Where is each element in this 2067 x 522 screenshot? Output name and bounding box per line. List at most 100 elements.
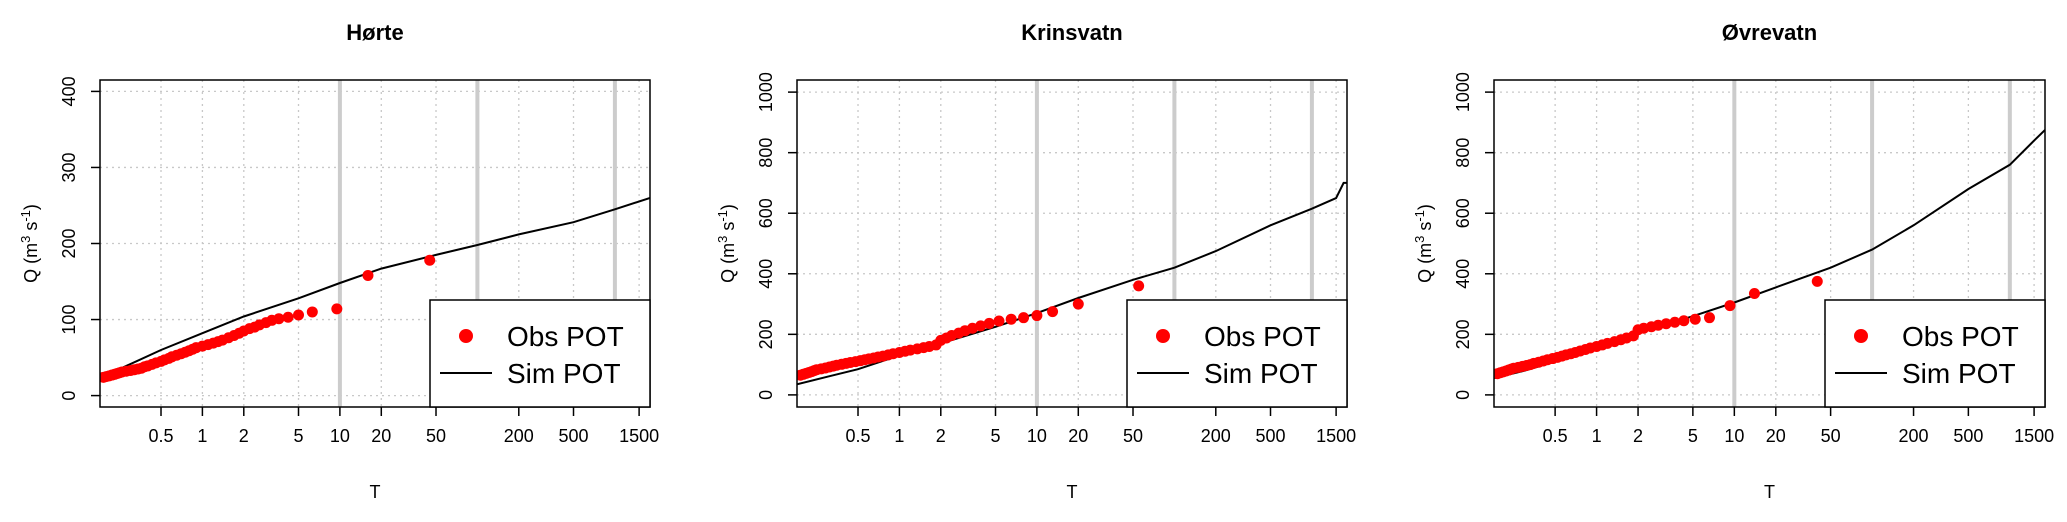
- x-axis-label: T: [370, 482, 381, 502]
- obs-pot-point: [1811, 275, 1823, 287]
- x-tick-label: 2: [239, 426, 249, 446]
- obs-pot-point: [1748, 287, 1760, 299]
- obs-pot-point: [1703, 312, 1715, 324]
- obs-pot-point: [362, 269, 374, 281]
- x-tick-label: 20: [371, 426, 391, 446]
- sim-pot-line: [100, 196, 650, 379]
- obs-pot-point: [1724, 300, 1736, 312]
- panel-2: Krinsvatn 0.5 1 2 5 10 20 50 200 500 1500 0 200 400 60…: [715, 20, 1356, 502]
- y-tick-label: 200: [59, 228, 79, 258]
- obs-pot-point: [983, 317, 995, 329]
- y-axis-label-mid: s: [1415, 222, 1435, 236]
- y-tick-label: 200: [1453, 319, 1473, 349]
- x-tick-label: 500: [558, 426, 588, 446]
- plot-region: [1494, 80, 2045, 407]
- x-tick-label: 1: [197, 426, 207, 446]
- y-tick-label: 1000: [1453, 72, 1473, 112]
- y-tick-label: 0: [756, 390, 776, 400]
- legend-obs-label: Obs POT: [1204, 321, 1321, 352]
- y-tick-label: 400: [59, 76, 79, 106]
- panel-title: Hørte: [346, 20, 403, 45]
- x-axis-label: T: [1764, 482, 1775, 502]
- y-tick-label: 300: [59, 152, 79, 182]
- y-tick-label: 800: [756, 138, 776, 168]
- legend-sim-label: Sim POT: [1902, 358, 2016, 389]
- legend-obs-marker: [1854, 329, 1868, 343]
- y-axis-label-sup2: -1: [18, 210, 33, 222]
- y-axis-label-prefix: Q (m: [21, 243, 41, 283]
- legend: Obs POT Sim POT: [1126, 299, 1348, 408]
- plot-frame: [796, 79, 1348, 408]
- obs-pot-point: [975, 320, 987, 332]
- obs-pot-point: [1072, 298, 1084, 310]
- legend-sim-label: Sim POT: [507, 358, 621, 389]
- y-tick-label: 200: [756, 319, 776, 349]
- panel-3: Øvrevatn 0.5 1 2 5 10 20 50 200 500 1500 0 200 400 600…: [1412, 20, 2054, 502]
- plot-region: [797, 80, 1347, 407]
- x-tick-label: 10: [330, 426, 350, 446]
- legend-obs-marker: [459, 329, 473, 343]
- x-tick-label: 10: [1724, 426, 1744, 446]
- y-axis-label-sup1: 3: [1412, 236, 1427, 243]
- x-tick-label: 1: [1592, 426, 1602, 446]
- obs-pot-point: [1047, 306, 1059, 318]
- legend-box: [1824, 299, 2046, 408]
- x-tick-label: 500: [1953, 426, 1983, 446]
- x-tick-label: 50: [426, 426, 446, 446]
- legend-box: [429, 299, 651, 408]
- obs-pot-point: [1031, 310, 1043, 322]
- obs-pot-point: [1689, 313, 1701, 325]
- x-tick-label: 5: [991, 426, 1001, 446]
- y-axis-label-sup1: 3: [18, 236, 33, 243]
- y-axis-label-prefix: Q (m: [1415, 243, 1435, 283]
- x-tick-label: 20: [1766, 426, 1786, 446]
- legend: Obs POT Sim POT: [1824, 299, 2046, 408]
- x-tick-label: 1500: [2014, 426, 2054, 446]
- y-axis-label-mid: s: [718, 222, 738, 236]
- y-tick-label: 0: [59, 391, 79, 401]
- x-tick-label: 500: [1255, 426, 1285, 446]
- obs-pot-point: [1018, 312, 1030, 324]
- obs-pot-point: [1133, 280, 1145, 292]
- x-tick-label: 1500: [1316, 426, 1356, 446]
- x-axis-label: T: [1067, 482, 1078, 502]
- panel-1: Hørte 0.5 1 2 5 10 20 50 200 500 1500 0 100 200 300 400…: [18, 20, 659, 502]
- obs-pot-point: [993, 315, 1005, 327]
- x-tick-label: 20: [1068, 426, 1088, 446]
- obs-pot-point: [282, 311, 294, 323]
- x-tick-label: 0.5: [1543, 426, 1568, 446]
- x-tick-label: 50: [1821, 426, 1841, 446]
- obs-pot-point: [1669, 316, 1681, 328]
- y-axis-label-mid: s: [21, 222, 41, 236]
- y-tick-label: 400: [756, 259, 776, 289]
- y-tick-label: 800: [1453, 138, 1473, 168]
- x-tick-label: 200: [1201, 426, 1231, 446]
- y-tick-label: 0: [1453, 390, 1473, 400]
- x-tick-label: 10: [1027, 426, 1047, 446]
- y-axis-label-suffix: ): [21, 204, 41, 210]
- y-tick-label: 400: [1453, 259, 1473, 289]
- x-tick-label: 0.5: [148, 426, 173, 446]
- obs-pot-point: [1678, 315, 1690, 327]
- x-tick-label: 2: [1633, 426, 1643, 446]
- legend-obs-label: Obs POT: [1902, 321, 2019, 352]
- legend-box: [1126, 299, 1348, 408]
- obs-pot-point: [1660, 318, 1672, 330]
- x-tick-label: 5: [1688, 426, 1698, 446]
- x-tick-label: 50: [1123, 426, 1143, 446]
- y-axis-label-prefix: Q (m: [718, 243, 738, 283]
- y-tick-label: 1000: [756, 72, 776, 112]
- y-axis-label: Q (m3 s-1): [715, 204, 738, 283]
- panel-title: Krinsvatn: [1021, 20, 1122, 45]
- y-tick-label: 600: [1453, 198, 1473, 228]
- x-tick-label: 1500: [619, 426, 659, 446]
- x-tick-label: 1: [894, 426, 904, 446]
- obs-pot-point: [306, 306, 318, 318]
- obs-pot-point: [331, 303, 343, 315]
- x-tick-label: 0.5: [845, 426, 870, 446]
- y-axis-label-sup2: -1: [715, 210, 730, 222]
- x-tick-label: 2: [936, 426, 946, 446]
- y-axis-label-sup1: 3: [715, 236, 730, 243]
- x-tick-label: 5: [294, 426, 304, 446]
